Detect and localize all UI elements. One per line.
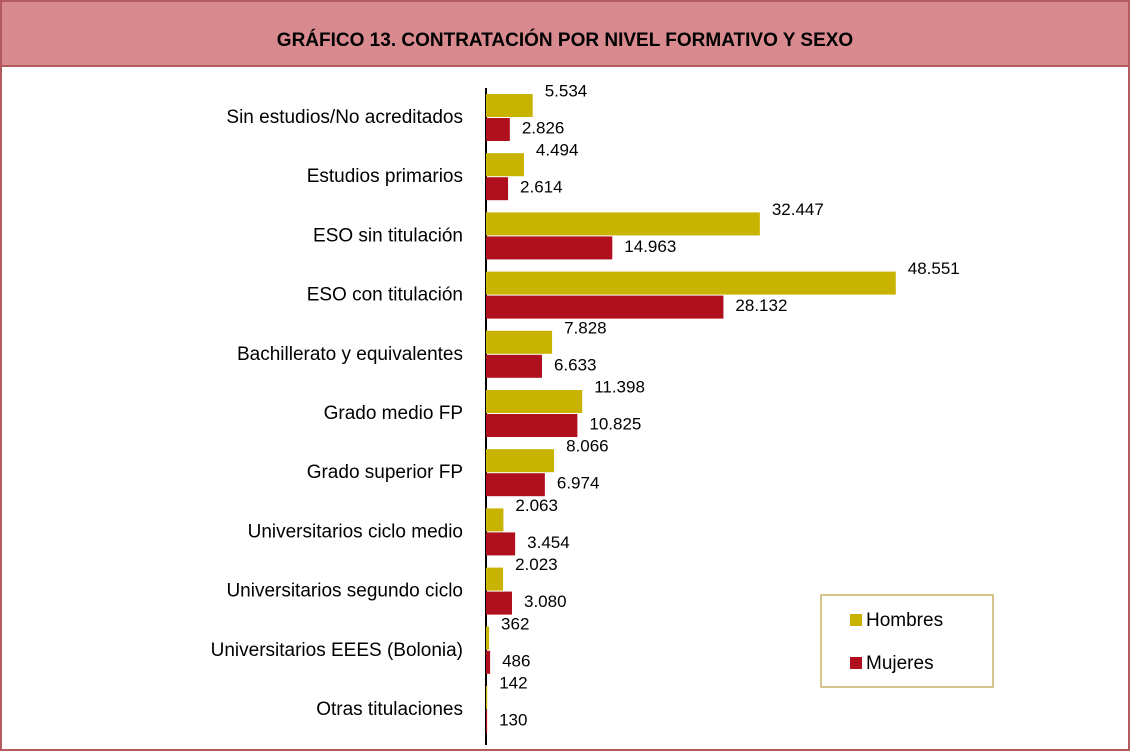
bar	[486, 271, 896, 295]
value-label: 130	[499, 710, 527, 729]
value-label: 2.023	[515, 555, 558, 574]
value-label: 3.454	[527, 533, 570, 552]
legend-swatch	[850, 657, 862, 669]
bar	[486, 295, 724, 319]
chart-title: GRÁFICO 13. CONTRATACIÓN POR NIVEL FORMA…	[277, 29, 853, 51]
legend-label: Hombres	[866, 610, 943, 631]
value-label: 11.398	[594, 377, 645, 396]
bar	[486, 354, 542, 378]
category-label: Otras titulaciones	[316, 699, 463, 720]
bar	[486, 177, 509, 201]
category-label: Universitarios EEES (Bolonia)	[211, 640, 463, 661]
bar	[486, 591, 512, 615]
value-label: 10.825	[589, 414, 641, 433]
bar	[486, 686, 488, 709]
category-label: Universitarios ciclo medio	[248, 521, 463, 542]
bar	[486, 532, 516, 556]
legend-box	[820, 594, 994, 688]
bar	[486, 236, 613, 260]
value-label: 486	[502, 651, 530, 670]
category-label: Grado medio FP	[324, 403, 463, 424]
bar	[486, 650, 491, 674]
bar	[486, 212, 760, 236]
category-label: Grado superior FP	[307, 462, 463, 483]
category-label: Sin estudios/No acreditados	[226, 107, 463, 128]
category-label: Universitarios segundo ciclo	[226, 581, 463, 602]
value-label: 5.534	[545, 81, 588, 100]
category-label: ESO sin titulación	[313, 225, 463, 246]
legend-label: Mujeres	[866, 653, 934, 674]
value-label: 28.132	[735, 296, 787, 315]
bar	[486, 94, 533, 117]
value-label: 142	[499, 673, 527, 692]
value-label: 6.974	[557, 474, 600, 493]
bar	[486, 153, 524, 177]
value-label: 14.963	[624, 237, 676, 256]
value-label: 4.494	[536, 141, 579, 160]
value-label: 6.633	[554, 355, 597, 374]
value-label: 362	[501, 614, 529, 633]
bar	[486, 414, 578, 437]
bar	[486, 710, 488, 733]
value-label: 48.551	[908, 259, 960, 278]
bar	[486, 449, 555, 473]
value-label: 32.447	[772, 200, 824, 219]
category-label: Bachillerato y equivalentes	[237, 344, 463, 365]
bar	[486, 567, 504, 591]
value-label: 2.063	[515, 496, 558, 515]
value-label: 3.080	[524, 592, 567, 611]
value-label: 2.826	[522, 118, 565, 137]
legend-swatch	[850, 614, 862, 626]
value-label: 7.828	[564, 318, 607, 337]
bar	[486, 626, 490, 650]
category-label: ESO con titulación	[307, 285, 463, 306]
bar	[486, 390, 583, 413]
bar	[486, 508, 504, 532]
category-label: Estudios primarios	[307, 166, 463, 187]
value-label: 2.614	[520, 178, 563, 197]
bar	[486, 330, 553, 354]
bar	[486, 118, 510, 141]
title-bar	[0, 0, 1130, 67]
bar	[486, 473, 545, 497]
value-label: 8.066	[566, 437, 609, 456]
